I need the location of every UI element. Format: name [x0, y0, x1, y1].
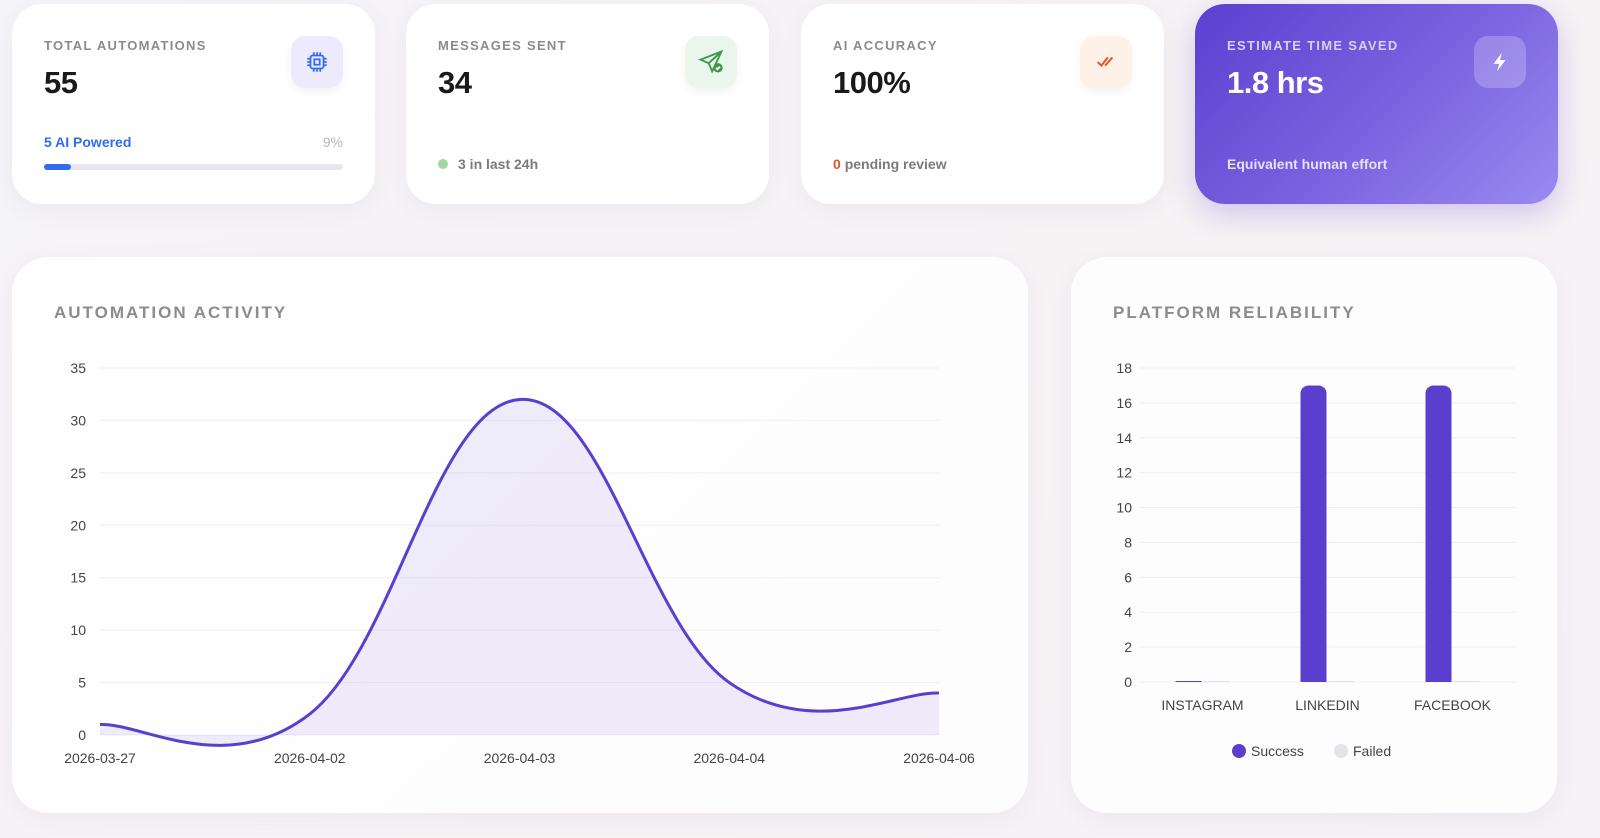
pending-label: pending review	[844, 156, 947, 172]
y-tick-label: 35	[70, 360, 86, 376]
card-label: MESSAGES SENT	[438, 38, 567, 53]
bar-failed	[1203, 681, 1230, 682]
legend-label: Success	[1251, 743, 1304, 759]
card-value: 100%	[833, 65, 911, 100]
x-tick-label: 2026-03-27	[64, 750, 136, 766]
ai-powered-progress-bar	[44, 164, 343, 170]
x-tick-label: 2026-04-02	[274, 750, 346, 766]
ai-accuracy-card: AI ACCURACY 100% 0 pending review	[801, 4, 1164, 204]
y-tick-label: 16	[1116, 395, 1132, 411]
chart-title: PLATFORM RELIABILITY	[1113, 303, 1356, 322]
ai-powered-percent: 9%	[322, 134, 343, 150]
y-tick-label: 5	[78, 675, 86, 691]
area-fill	[100, 399, 939, 746]
y-tick-label: 0	[1124, 674, 1132, 690]
card-label: TOTAL AUTOMATIONS	[44, 38, 207, 53]
automation-activity-panel: AUTOMATION ACTIVITY	[12, 257, 1028, 813]
y-tick-label: 12	[1116, 465, 1132, 481]
messages-sent-card: MESSAGES SENT 34 3 in last 24h	[406, 4, 769, 204]
bar-success-base	[1425, 395, 1452, 682]
bar-success-base	[1300, 395, 1327, 682]
legend-label: Failed	[1353, 743, 1391, 759]
x-tick-label: 2026-04-03	[484, 750, 556, 766]
y-tick-label: 10	[70, 622, 86, 638]
y-tick-label: 14	[1116, 430, 1132, 446]
y-tick-label: 6	[1124, 569, 1132, 585]
y-tick-label: 15	[70, 570, 86, 586]
y-tick-label: 8	[1124, 534, 1132, 550]
send-check-icon	[685, 36, 737, 88]
bar-success	[1175, 681, 1202, 682]
legend-swatch	[1334, 744, 1348, 758]
activity-line	[99, 397, 940, 747]
x-tick-label: 2026-04-06	[903, 750, 975, 766]
progress-fill	[44, 164, 71, 170]
card-value: 34	[438, 65, 472, 100]
lightning-bolt-icon	[1474, 36, 1526, 88]
card-label: AI ACCURACY	[833, 38, 938, 53]
y-tick-label: 10	[1116, 500, 1132, 516]
pending-count: 0	[833, 156, 841, 172]
x-tick-label: LINKEDIN	[1295, 697, 1360, 713]
ai-powered-count: 5 AI Powered	[44, 134, 132, 150]
legend-swatch	[1232, 744, 1246, 758]
status-dot	[438, 159, 448, 169]
y-tick-label: 2	[1124, 639, 1132, 655]
card-label: ESTIMATE TIME SAVED	[1227, 38, 1399, 53]
time-saved-caption: Equivalent human effort	[1227, 156, 1388, 172]
y-tick-label: 20	[70, 517, 86, 533]
bar-failed	[1453, 681, 1480, 682]
y-tick-label: 18	[1116, 360, 1132, 376]
y-tick-label: 0	[78, 727, 86, 743]
bar-failed	[1328, 681, 1355, 682]
chart-title: AUTOMATION ACTIVITY	[54, 303, 288, 322]
x-tick-label: FACEBOOK	[1414, 697, 1492, 713]
total-automations-card: TOTAL AUTOMATIONS 55 5 AI Powered 9%	[12, 4, 375, 204]
x-tick-label: INSTAGRAM	[1161, 697, 1243, 713]
cpu-chip-icon	[291, 36, 343, 88]
time-saved-card: ESTIMATE TIME SAVED 1.8 hrs Equivalent h…	[1195, 4, 1558, 204]
double-check-icon	[1080, 36, 1132, 88]
y-tick-label: 4	[1124, 604, 1132, 620]
y-tick-label: 30	[70, 412, 86, 428]
x-tick-label: 2026-04-04	[693, 750, 765, 766]
y-tick-label: 25	[70, 465, 86, 481]
card-value: 1.8 hrs	[1227, 65, 1324, 100]
card-value: 55	[44, 65, 78, 100]
messages-last-24h: 3 in last 24h	[458, 156, 539, 172]
